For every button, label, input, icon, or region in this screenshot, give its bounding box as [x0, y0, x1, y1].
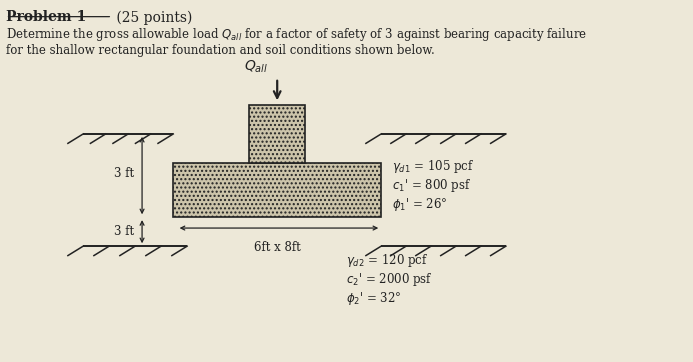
Text: (25 points): (25 points): [112, 10, 193, 25]
Text: $c_1$' = 800 psf: $c_1$' = 800 psf: [392, 177, 471, 194]
Text: $\phi_1$' = 26°: $\phi_1$' = 26°: [392, 196, 447, 213]
Text: $c_2$' = 2000 psf: $c_2$' = 2000 psf: [346, 271, 433, 288]
Text: $Q_{all}$: $Q_{all}$: [244, 59, 268, 75]
Bar: [249, 105, 305, 163]
Text: 3 ft: 3 ft: [114, 167, 134, 180]
Text: 6ft x 8ft: 6ft x 8ft: [254, 241, 301, 254]
Text: Problem 1: Problem 1: [6, 10, 86, 24]
Text: $\gamma_{d2}$ = 120 pcf: $\gamma_{d2}$ = 120 pcf: [346, 252, 429, 269]
Text: $\gamma_{d1}$ = 105 pcf: $\gamma_{d1}$ = 105 pcf: [392, 158, 474, 175]
Text: $\phi_2$' = 32°: $\phi_2$' = 32°: [346, 290, 402, 307]
Text: for the shallow rectangular foundation and soil conditions shown below.: for the shallow rectangular foundation a…: [6, 44, 435, 57]
Bar: [173, 163, 381, 217]
Text: 3 ft: 3 ft: [114, 225, 134, 238]
Text: Determine the gross allowable load $Q_{all}$ for a factor of safety of 3 against: Determine the gross allowable load $Q_{a…: [6, 26, 586, 43]
